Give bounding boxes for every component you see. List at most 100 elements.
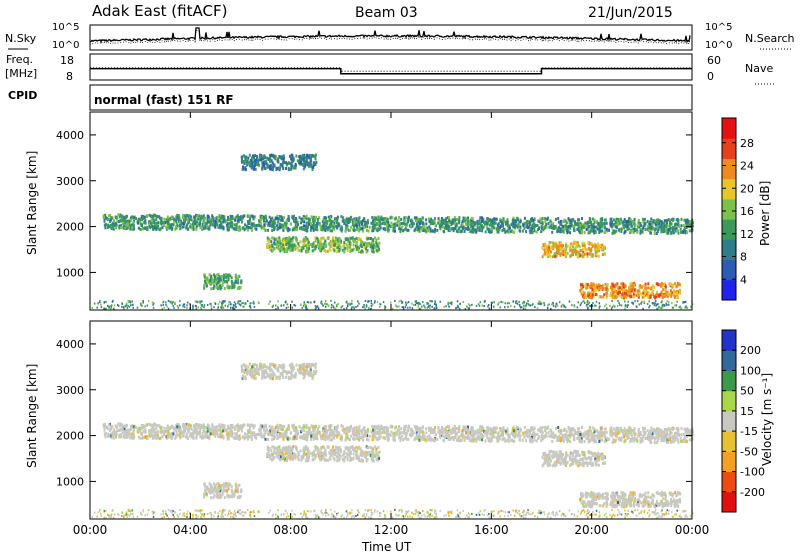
- range-cell: [301, 154, 304, 157]
- range-cell: [489, 218, 492, 222]
- range-cell: [431, 219, 434, 223]
- range-cell: [104, 213, 107, 217]
- range-cell: [100, 306, 103, 308]
- range-cell: [430, 217, 433, 221]
- range-cell: [663, 229, 666, 233]
- range-cell: [192, 224, 195, 228]
- range-cell: [615, 294, 618, 298]
- range-cell: [677, 229, 680, 233]
- range-cell: [663, 438, 666, 442]
- range-cell: [587, 307, 589, 310]
- range-cell: [270, 159, 273, 163]
- range-cell: [444, 433, 447, 437]
- range-cell: [565, 306, 567, 309]
- range-cell: [137, 221, 140, 225]
- range-cell: [613, 291, 616, 295]
- range-cell: [153, 225, 156, 229]
- range-cell: [368, 225, 371, 229]
- range-cell: [304, 164, 306, 168]
- range-cell: [195, 218, 198, 222]
- range-cell: [649, 223, 652, 226]
- range-cell: [552, 224, 555, 228]
- range-cell: [634, 300, 636, 303]
- range-cell: [333, 240, 336, 244]
- range-cell: [186, 304, 188, 307]
- range-cell: [617, 228, 620, 232]
- range-cell: [691, 303, 694, 306]
- range-cell: [356, 244, 359, 248]
- range-cell: [324, 305, 327, 308]
- range-cell: [614, 220, 617, 224]
- range-cell: [590, 242, 593, 246]
- range-cell: [336, 237, 339, 241]
- y-tick-label: 4000: [56, 129, 84, 142]
- range-cell: [421, 305, 423, 308]
- range-cell: [528, 432, 531, 436]
- range-cell: [509, 230, 512, 234]
- range-cell: [296, 226, 299, 230]
- range-cell: [294, 217, 297, 220]
- range-cell: [605, 227, 608, 231]
- range-cell: [650, 226, 653, 230]
- range-cell: [539, 430, 542, 434]
- range-cell: [333, 242, 336, 246]
- range-cell: [292, 423, 295, 427]
- range-cell: [356, 304, 359, 307]
- range-cell: [490, 227, 493, 231]
- range-cell: [475, 437, 478, 441]
- range-cell: [329, 219, 332, 222]
- range-cell: [583, 300, 585, 303]
- range-cell: [303, 220, 306, 224]
- range-cell: [170, 216, 173, 220]
- range-cell: [372, 303, 374, 306]
- range-cell: [637, 293, 640, 297]
- range-cell: [291, 239, 294, 243]
- range-cell: [285, 242, 288, 246]
- range-cell: [550, 245, 553, 249]
- range-cell: [286, 250, 288, 253]
- range-cell: [112, 299, 114, 302]
- range-cell: [382, 436, 385, 440]
- range-cell: [279, 222, 281, 226]
- range-cell: [188, 214, 191, 218]
- range-cell: [142, 300, 144, 303]
- range-cell: [222, 225, 225, 229]
- range-cell: [350, 248, 353, 252]
- range-cell: [267, 437, 269, 441]
- range-cell: [237, 281, 240, 285]
- range-cell: [660, 220, 663, 224]
- range-cell: [223, 280, 226, 284]
- range-cell: [368, 434, 371, 438]
- range-cell: [340, 215, 343, 219]
- range-cell: [458, 230, 461, 234]
- range-cell: [559, 230, 562, 234]
- range-cell: [325, 243, 328, 247]
- range-cell: [310, 424, 313, 428]
- range-cell: [283, 304, 285, 307]
- range-cell: [353, 221, 356, 225]
- range-cell: [319, 226, 322, 229]
- range-cell: [589, 252, 592, 256]
- range-cell: [542, 244, 545, 248]
- range-cell: [107, 304, 109, 307]
- range-cell: [521, 438, 524, 442]
- range-cell: [493, 226, 496, 230]
- range-cell: [240, 302, 243, 305]
- range-cell: [502, 220, 505, 224]
- range-cell: [619, 217, 622, 221]
- range-cell: [307, 250, 310, 253]
- range-cell: [548, 245, 551, 249]
- freq-left-tick-bottom: 8: [66, 70, 73, 83]
- range-cell: [626, 290, 629, 294]
- range-cell: [346, 249, 349, 252]
- range-cell: [670, 295, 673, 298]
- range-cell: [346, 246, 349, 250]
- range-cell: [444, 431, 447, 435]
- range-cell: [472, 230, 475, 234]
- range-cell: [286, 303, 289, 306]
- range-cell: [575, 240, 578, 244]
- range-cell: [404, 215, 407, 219]
- range-cell: [680, 433, 683, 437]
- range-cell: [589, 305, 592, 308]
- range-cell: [238, 434, 241, 438]
